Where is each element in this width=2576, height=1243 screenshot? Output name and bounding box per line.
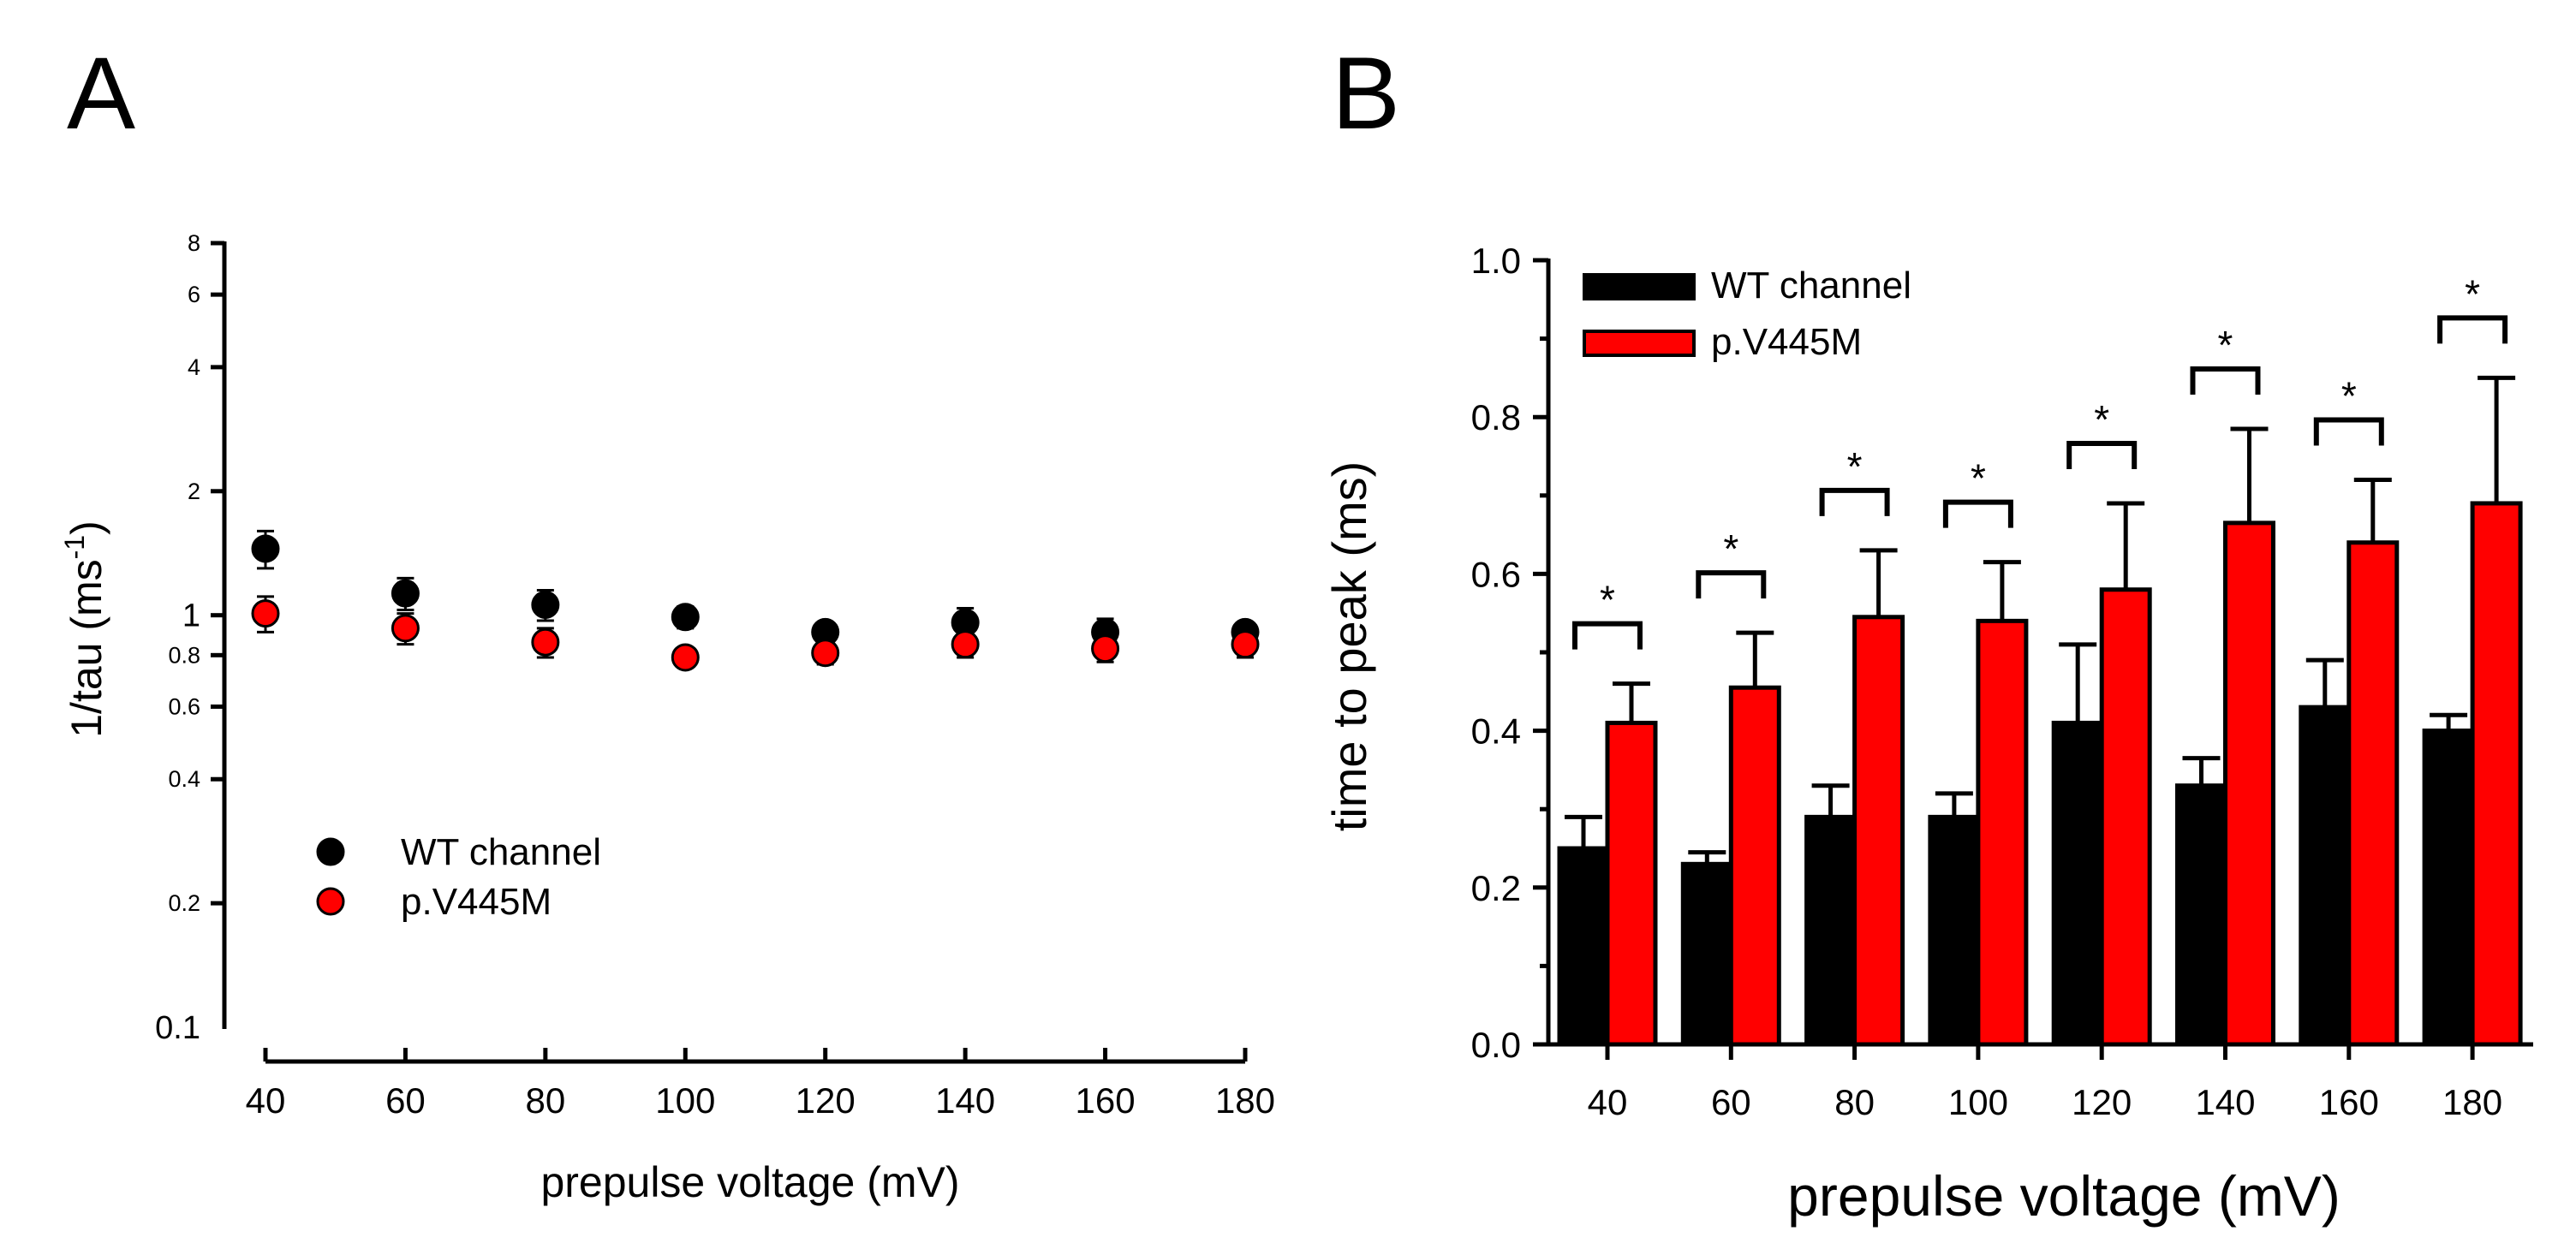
panel-b-significance-bracket bbox=[1819, 487, 1890, 516]
panel-b-x-tick-label: 140 bbox=[2195, 1082, 2255, 1122]
panel-a-x-tick-label: 180 bbox=[1215, 1080, 1275, 1121]
panel-a-y-label-text: 1/tau (ms bbox=[63, 559, 110, 737]
panel-b-wt-bar bbox=[2175, 783, 2227, 1047]
panel-b-y-tick-label: 0.8 bbox=[1471, 397, 1521, 437]
panel-b-y-axis-label: time to peak (ms) bbox=[1322, 461, 1376, 832]
panel-a-y-label-close: ) bbox=[63, 520, 110, 535]
panel-a-mutant-point bbox=[951, 630, 980, 659]
panel-a-y-tick-label: 4 bbox=[188, 354, 200, 380]
panel-b-mutant-bar bbox=[1852, 615, 1905, 1047]
panel-a-x-tick-label: 140 bbox=[935, 1080, 995, 1121]
legend-a-mutant-marker bbox=[316, 887, 345, 916]
panel-b-significance-star: * bbox=[1723, 526, 1738, 571]
panel-b-wt-bar bbox=[1557, 846, 1610, 1047]
panel-b-significance-bracket bbox=[2066, 440, 2138, 469]
panel-b-mutant-bar bbox=[2346, 540, 2400, 1047]
panel-b-significance-bracket bbox=[2313, 417, 2384, 446]
panel-a-x-tick-label: 160 bbox=[1076, 1080, 1136, 1121]
panel-a-x-tick-label: 40 bbox=[246, 1080, 286, 1121]
panel-a-mutant-point bbox=[251, 599, 280, 628]
panel-a-wt-point bbox=[391, 579, 420, 608]
panel-b-wt-bar bbox=[1928, 814, 1981, 1047]
panel-a-mutant-point bbox=[811, 639, 840, 668]
panel-b-significance-bracket bbox=[2437, 315, 2508, 344]
panel-b-wt-bar bbox=[2422, 729, 2475, 1047]
panel-b-wt-bar bbox=[2299, 705, 2352, 1047]
panel-b-x-axis-label: prepulse voltage (mV) bbox=[1787, 1164, 2340, 1228]
panel-b-significance-bracket bbox=[2190, 366, 2261, 395]
panel-a-y-tick-label: 2 bbox=[188, 479, 200, 504]
legend-a-label: p.V445M bbox=[401, 881, 552, 923]
panel-b-wt-bar bbox=[2051, 720, 2104, 1047]
panel-a-y-tick-label: 1 bbox=[182, 598, 200, 634]
panel-b-label: B bbox=[1332, 36, 1400, 151]
panel-b-significance-bracket bbox=[1696, 570, 1767, 599]
panel-b-y-tick-label: 1.0 bbox=[1471, 241, 1521, 281]
panel-b-y-tick-label: 0.4 bbox=[1471, 711, 1521, 752]
panel-a-y-tick-label: 0.1 bbox=[155, 1010, 200, 1046]
panel-b-wt-bar bbox=[1680, 861, 1733, 1047]
panel-b-bar-chart: prepulse voltage (mV) time to peak (ms) … bbox=[1322, 241, 2533, 1228]
panel-a-y-tick-label: 0.2 bbox=[168, 890, 200, 916]
panel-b-significance-star: * bbox=[1847, 444, 1863, 489]
panel-a-mutant-point bbox=[531, 627, 560, 657]
legend-a-wt-marker bbox=[316, 837, 345, 866]
panel-a-y-tick-label: 0.6 bbox=[168, 693, 200, 719]
panel-b-significance-star: * bbox=[1600, 578, 1615, 622]
panel-b-legend: WT channel p.V445M bbox=[1583, 265, 1911, 363]
legend-b-wt-swatch bbox=[1583, 273, 1696, 300]
panel-b-x-tick-label: 40 bbox=[1588, 1082, 1628, 1122]
panel-a-label: A bbox=[67, 36, 135, 151]
panel-b-mutant-bar bbox=[2470, 501, 2523, 1047]
panel-b-mutant-bar bbox=[1605, 720, 1658, 1047]
panel-b-x-tick-label: 160 bbox=[2319, 1082, 2379, 1122]
panel-b-mutant-bar bbox=[1728, 685, 1781, 1047]
legend-b-label: p.V445M bbox=[1711, 321, 1862, 363]
panel-a-wt-point bbox=[251, 534, 280, 563]
legend-a-label: WT channel bbox=[401, 831, 601, 873]
panel-b-mutant-bar bbox=[1976, 618, 2029, 1047]
panel-a-x-tick-label: 120 bbox=[796, 1080, 856, 1121]
panel-a-x-axis-label: prepulse voltage (mV) bbox=[540, 1158, 959, 1206]
panel-b-mutant-bar bbox=[2223, 520, 2275, 1047]
panel-b-x-tick-label: 120 bbox=[2072, 1082, 2132, 1122]
panel-a-wt-point bbox=[531, 590, 560, 619]
panel-a-legend: WT channel p.V445M bbox=[316, 831, 601, 923]
panel-a-x-tick-label: 100 bbox=[655, 1080, 715, 1121]
panel-b-significance-bracket bbox=[1942, 499, 2013, 528]
panel-b-x-tick-label: 180 bbox=[2442, 1082, 2502, 1122]
panel-a-y-label-superscript: -1 bbox=[59, 535, 90, 559]
panel-b-x-tick-label: 80 bbox=[1834, 1082, 1875, 1122]
panel-a-mutant-point bbox=[1091, 634, 1120, 663]
panel-b-significance-bracket bbox=[1572, 621, 1643, 650]
panel-a-scatter-chart: prepulse voltage (mV) 1/tau (ms-1) WT ch… bbox=[59, 230, 1275, 1206]
legend-b-mutant-swatch bbox=[1583, 330, 1696, 357]
panel-b-y-tick-label: 0.6 bbox=[1471, 554, 1521, 594]
panel-b-y-tick-label: 0.2 bbox=[1471, 868, 1521, 908]
panel-b-significance-star: * bbox=[2218, 323, 2233, 367]
panel-a-x-tick-label: 60 bbox=[385, 1080, 426, 1121]
panel-a-y-tick-label: 0.4 bbox=[168, 766, 200, 792]
panel-b-mutant-bar bbox=[2099, 587, 2152, 1047]
panel-b-significance-star: * bbox=[1971, 456, 1986, 501]
panel-a-y-tick-label: 8 bbox=[188, 230, 200, 256]
panel-a-mutant-point bbox=[671, 643, 700, 672]
panel-b-wt-bar bbox=[1804, 814, 1857, 1047]
panel-b-significance-star: * bbox=[2094, 397, 2109, 442]
panel-a-y-axis-label: 1/tau (ms-1) bbox=[59, 520, 110, 738]
panel-b-x-tick-label: 100 bbox=[1948, 1082, 2008, 1122]
panel-b-significance-star: * bbox=[2341, 373, 2357, 418]
panel-a-mutant-point bbox=[1231, 630, 1260, 659]
panel-a-mutant-point bbox=[391, 614, 420, 643]
panel-a-x-tick-label: 80 bbox=[525, 1080, 565, 1121]
panel-a-y-tick-label: 0.8 bbox=[168, 642, 200, 668]
panel-b-x-tick-label: 60 bbox=[1711, 1082, 1751, 1122]
panel-a-y-tick-label: 6 bbox=[188, 282, 200, 307]
legend-b-label: WT channel bbox=[1711, 265, 1911, 306]
panel-a-wt-point bbox=[671, 603, 700, 632]
panel-b-significance-star: * bbox=[2465, 271, 2480, 316]
panel-b-y-tick-label: 0.0 bbox=[1471, 1025, 1521, 1065]
